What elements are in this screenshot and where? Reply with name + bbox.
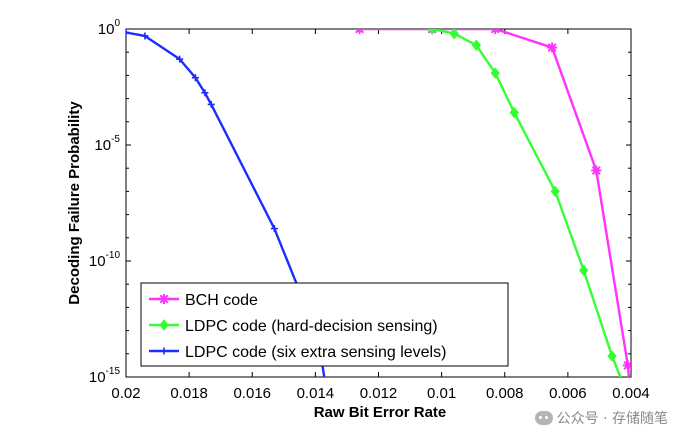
y-tick-labels: 100 10-5 10-10 10-15 [89, 18, 121, 386]
legend-box [140, 282, 509, 367]
data-point-star-core [493, 29, 498, 32]
x-tick-label: 0.004 [612, 385, 650, 402]
y-axis-label: Decoding Failure Probability [66, 101, 83, 305]
data-point-plus [207, 100, 215, 108]
data-point-diamond [579, 264, 589, 277]
x-tick-label: 0.018 [170, 385, 208, 402]
data-point-diamond [471, 39, 481, 52]
data-point-diamond [550, 185, 560, 198]
data-point-plus [126, 29, 130, 36]
x-tick-label: 0.008 [486, 385, 524, 402]
y-tick-label: 10-15 [89, 366, 121, 386]
data-point-plus [160, 347, 168, 355]
data-point-diamond [449, 29, 459, 40]
x-tick-label: 0.02 [111, 385, 140, 402]
legend-entry: LDPC code (six extra sensing levels) [185, 344, 446, 361]
watermark-text: 公众号 · 存储随笔 [556, 411, 668, 427]
data-point-plus [176, 55, 184, 63]
data-point-diamond [490, 67, 500, 79]
watermark: 公众号 · 存储随笔 [534, 408, 668, 428]
x-tick-label: 0.012 [360, 385, 398, 402]
legend: BCH code LDPC code (hard-decision sensing… [140, 282, 509, 367]
x-tick-label: 0.006 [549, 385, 587, 402]
data-point-star-core [549, 45, 555, 50]
wechat-icon [534, 411, 553, 425]
data-point-star-core [594, 168, 599, 173]
series-group [427, 29, 622, 377]
x-tick-label: 0.016 [233, 385, 271, 402]
data-point-plus [141, 32, 149, 40]
data-point-diamond [159, 319, 169, 331]
data-point-star-core [161, 296, 167, 302]
y-tick-label: 10-5 [94, 134, 120, 154]
data-point-plus [201, 89, 209, 97]
y-tick-label: 100 [98, 18, 121, 38]
x-tick-labels: 0.02 0.018 0.016 0.014 0.012 0.01 0.008 0.006 0.… [111, 385, 649, 402]
data-point-star-core [357, 29, 362, 32]
data-point-star-core [625, 363, 631, 368]
legend-entry: BCH code [185, 292, 258, 309]
data-point-diamond [427, 29, 437, 35]
x-tick-label: 0.014 [297, 385, 335, 402]
series-group [354, 29, 631, 377]
data-point-plus [191, 74, 199, 82]
x-axis-label: Raw Bit Error Rate [314, 404, 447, 421]
data-point-diamond [607, 350, 617, 362]
data-point-diamond [509, 106, 519, 119]
x-tick-label: 0.01 [427, 385, 456, 402]
data-point-plus [270, 225, 278, 233]
legend-entry: LDPC code (hard-decision sensing) [185, 318, 438, 335]
y-tick-label: 10-10 [89, 250, 121, 270]
